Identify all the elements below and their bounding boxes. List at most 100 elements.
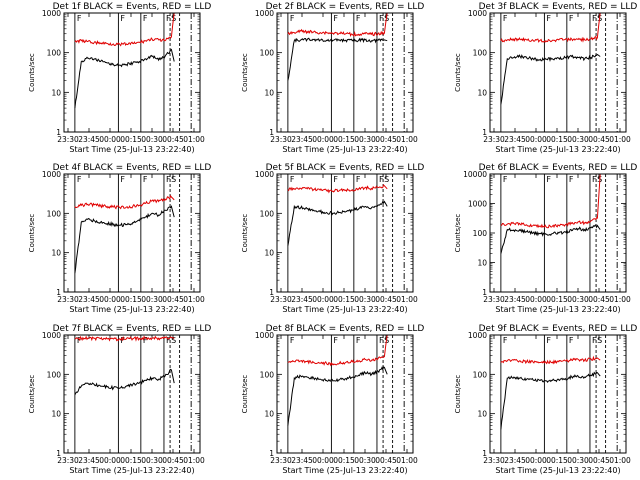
marker-label-f: F <box>379 14 384 23</box>
chart-title: Det 3f BLACK = Events, RED = LLD <box>479 2 638 12</box>
y-axis-label: Counts/sec <box>241 53 249 92</box>
x-tick-label: 00:30 <box>567 456 589 465</box>
x-tick-label: 00:30 <box>141 456 163 465</box>
series-line-events <box>500 53 601 105</box>
y-tick-label: 1000 <box>468 200 487 209</box>
y-axis-label: Counts/sec <box>28 53 36 92</box>
chart-panel-7: Det 7f BLACK = Events, RED = LLD Start Ti… <box>28 324 211 475</box>
y-axis-label: Counts/sec <box>241 375 249 414</box>
series-line-events <box>500 224 601 254</box>
plot-frame <box>63 173 201 293</box>
x-tick-label: 01:00 <box>183 295 205 304</box>
x-tick-label: 00:15 <box>120 295 142 304</box>
marker-label-f: F <box>546 336 551 345</box>
plot-frame <box>489 12 627 133</box>
series-line-events <box>74 205 175 274</box>
marker-label-f: F <box>569 336 574 345</box>
x-tick-label: 23:45 <box>291 135 313 144</box>
y-tick-label: 1 <box>269 128 274 137</box>
x-tick-label: 23:45 <box>504 456 526 465</box>
x-tick-label: 00:45 <box>375 456 397 465</box>
chart-panel-8: Det 8f BLACK = Events, RED = LLD Start Ti… <box>241 324 424 475</box>
plot-frame <box>276 334 414 454</box>
x-tick-label: 00:30 <box>354 135 376 144</box>
x-tick-label: 00:15 <box>333 135 355 144</box>
x-tick-label: 23:45 <box>504 135 526 144</box>
x-tick-label: 23:45 <box>78 135 100 144</box>
chart-title: Det 7f BLACK = Events, RED = LLD <box>53 324 212 334</box>
x-tick-label: 00:00 <box>312 295 334 304</box>
x-tick-label: 01:00 <box>609 295 631 304</box>
y-tick-label: 10 <box>51 410 61 419</box>
y-tick-label: 100 <box>473 370 488 379</box>
y-tick-label: 1000 <box>255 170 274 179</box>
x-axis-label: Start Time (25-Jul-13 23:22:40) <box>495 305 620 314</box>
y-tick-label: 1 <box>269 449 274 458</box>
y-tick-label: 10 <box>264 410 274 419</box>
chart-panel-4: Det 4f BLACK = Events, RED = LLD Start Ti… <box>28 163 211 314</box>
marker-label-f: F <box>77 175 82 184</box>
x-tick-label: 23:30 <box>57 456 79 465</box>
x-axis-label: Start Time (25-Jul-13 23:22:40) <box>69 466 194 475</box>
marker-label-f: F <box>546 14 551 23</box>
x-tick-label: 01:00 <box>183 456 205 465</box>
marker-label-f: F <box>333 175 338 184</box>
y-tick-label: 100 <box>47 49 62 58</box>
series-line-lld <box>287 334 388 367</box>
y-tick-label: 10 <box>477 259 487 268</box>
series-line-lld <box>500 173 601 229</box>
y-tick-label: 1 <box>56 288 61 297</box>
x-axis-label: Start Time (25-Jul-13 23:22:40) <box>282 145 407 154</box>
x-tick-label: 23:30 <box>483 135 505 144</box>
chart-title: Det 6f BLACK = Events, RED = LLD <box>479 163 638 173</box>
y-tick-label: 10 <box>51 249 61 258</box>
chart-panel-1: Det 1f BLACK = Events, RED = LLD Start Ti… <box>28 2 211 154</box>
x-tick-label: 23:45 <box>291 456 313 465</box>
marker-label-f: F <box>290 175 295 184</box>
chart-panel-6: Det 6f BLACK = Events, RED = LLD Start Ti… <box>454 163 637 314</box>
x-tick-label: 00:00 <box>525 295 547 304</box>
marker-label-f: F <box>569 175 574 184</box>
x-tick-label: 00:30 <box>141 295 163 304</box>
x-tick-label: 23:30 <box>270 456 292 465</box>
x-tick-label: 00:00 <box>525 456 547 465</box>
chart-panel-5: Det 5f BLACK = Events, RED = LLD Start Ti… <box>241 163 424 314</box>
x-axis-label: Start Time (25-Jul-13 23:22:40) <box>69 145 194 154</box>
chart-title: Det 5f BLACK = Events, RED = LLD <box>266 163 425 173</box>
y-tick-label: 100 <box>260 370 275 379</box>
x-tick-label: 00:30 <box>354 295 376 304</box>
y-tick-label: 10000 <box>463 170 487 179</box>
marker-label-f: F <box>120 175 125 184</box>
x-tick-label: 01:00 <box>183 135 205 144</box>
y-tick-label: 10 <box>477 410 487 419</box>
marker-label-f: F <box>546 175 551 184</box>
plot-frame <box>63 334 201 454</box>
x-tick-label: 00:45 <box>375 135 397 144</box>
series-line-lld <box>74 12 175 47</box>
marker-label-f: F <box>356 14 361 23</box>
y-tick-label: 10 <box>264 88 274 97</box>
y-axis-label: Counts/sec <box>454 375 462 414</box>
x-tick-label: 00:00 <box>99 295 121 304</box>
x-tick-label: 01:00 <box>396 456 418 465</box>
x-tick-label: 00:00 <box>99 135 121 144</box>
x-tick-label: 00:15 <box>333 456 355 465</box>
x-tick-label: 00:00 <box>312 135 334 144</box>
x-axis-label: Start Time (25-Jul-13 23:22:40) <box>495 145 620 154</box>
x-tick-label: 23:30 <box>57 295 79 304</box>
x-tick-label: 23:30 <box>483 456 505 465</box>
x-axis-label: Start Time (25-Jul-13 23:22:40) <box>282 305 407 314</box>
series-line-events <box>287 200 388 246</box>
y-tick-label: 1 <box>482 449 487 458</box>
x-tick-label: 00:00 <box>312 456 334 465</box>
y-tick-label: 1 <box>56 128 61 137</box>
y-axis-label: Counts/sec <box>28 214 36 253</box>
plot-frame <box>63 12 201 133</box>
plot-frame <box>489 173 627 293</box>
marker-label-f: F <box>290 336 295 345</box>
x-axis-label: Start Time (25-Jul-13 23:22:40) <box>69 305 194 314</box>
chart-title: Det 2f BLACK = Events, RED = LLD <box>266 2 425 12</box>
marker-label-f: F <box>120 336 125 345</box>
marker-label-f: F <box>290 14 295 23</box>
